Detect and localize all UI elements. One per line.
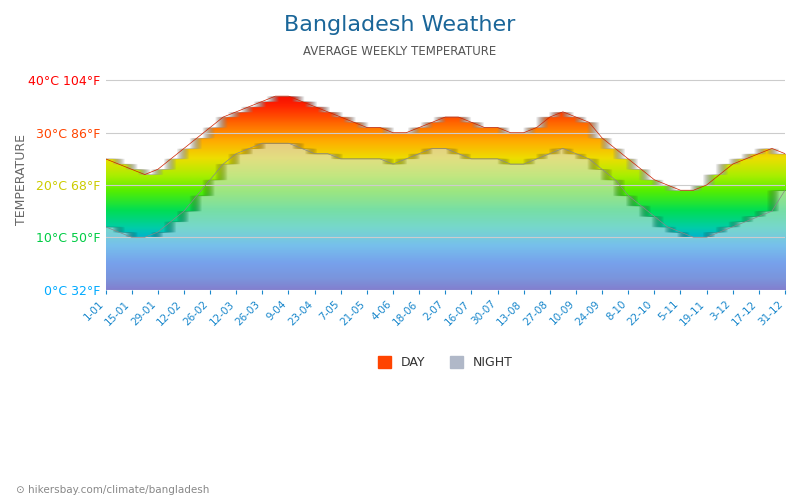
Legend: DAY, NIGHT: DAY, NIGHT — [372, 350, 518, 376]
Text: AVERAGE WEEKLY TEMPERATURE: AVERAGE WEEKLY TEMPERATURE — [303, 45, 497, 58]
Text: Bangladesh Weather: Bangladesh Weather — [284, 15, 516, 35]
Y-axis label: TEMPERATURE: TEMPERATURE — [15, 134, 28, 226]
Text: ⊙ hikersbay.com/climate/bangladesh: ⊙ hikersbay.com/climate/bangladesh — [16, 485, 210, 495]
